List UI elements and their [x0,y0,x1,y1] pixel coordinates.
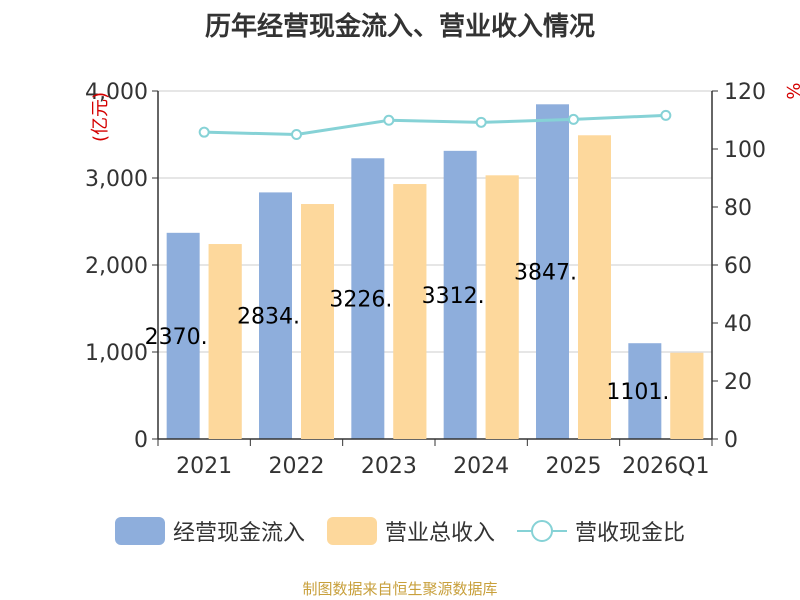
bar-cash-inflow [443,150,477,439]
ratio-point [291,129,302,140]
legend-swatch-revenue [326,517,377,545]
left-tick-label: 1,000 [85,341,148,366]
bar-cash-inflow [351,158,385,439]
bar-revenue-overlay [208,244,242,439]
right-tick-label: 40 [724,312,752,337]
right-tick-label: 0 [724,428,738,453]
right-tick-label: 100 [724,138,766,163]
left-tick-label: 2,000 [85,254,148,279]
left-tick-label: 3,000 [85,167,148,192]
ratio-point [383,114,395,126]
right-tick-label: 20 [724,370,752,395]
x-tick-label: 2025 [546,454,602,479]
ratio-line-path [204,113,666,137]
x-tick-label: 2024 [453,454,509,479]
x-tick-label: 2026Q1 [622,454,709,479]
bar-cash-inflow [536,104,569,439]
bar-cash-inflow [166,232,200,439]
source-note: 制图数据来自恒生聚源数据库 [302,580,498,598]
legend-label-cash-inflow: 经营现金流入 [172,521,305,546]
legend-item-revenue[interactable]: 营业总收入 [326,515,495,547]
right-tick-label: 120 [724,80,766,105]
bar-revenue-overlay [578,135,611,439]
ratio-point [568,113,579,125]
right-unit-label: % [782,82,800,99]
axes: 0 1,000 2,000 3,000 4,000 0 20 40 60 80 100 120 2021… [85,80,800,479]
right-tick-label: 80 [724,196,752,221]
right-tick-label: 60 [724,254,752,279]
legend-item-cash-inflow[interactable]: 经营现金流入 [114,515,305,547]
bar-revenue-overlay [393,184,427,439]
ratio-point [660,109,672,121]
left-tick-label: 0 [134,428,148,453]
grid-lines [158,90,712,353]
left-tick-label: 4,000 [85,80,148,105]
legend: 经营现金流入 营业总收入 营收现金比 [0,515,800,547]
bar-revenue-overlay [301,204,334,439]
legend-swatch-ratio [517,517,567,545]
legend-swatch-cash-inflow [114,517,165,545]
ratio-point [198,126,210,138]
chart-title: 历年经营现金流入、营业收入情况 [204,12,595,42]
ratio-line [198,109,672,140]
ratio-point [475,116,487,128]
bar-cash-inflow [628,343,662,439]
legend-label-revenue: 营业总收入 [384,521,495,546]
bar-revenue-overlay [670,352,704,439]
x-tick-label: 2023 [361,454,417,479]
left-unit-label: (亿元) [90,92,111,142]
x-tick-label: 2022 [269,454,325,479]
bar-cash-inflow [259,192,292,439]
legend-label-ratio: 营收现金比 [575,521,686,546]
bar-revenue-overlay [485,175,519,439]
legend-item-ratio[interactable]: 营收现金比 [517,515,685,547]
x-tick-label: 2021 [176,454,232,479]
